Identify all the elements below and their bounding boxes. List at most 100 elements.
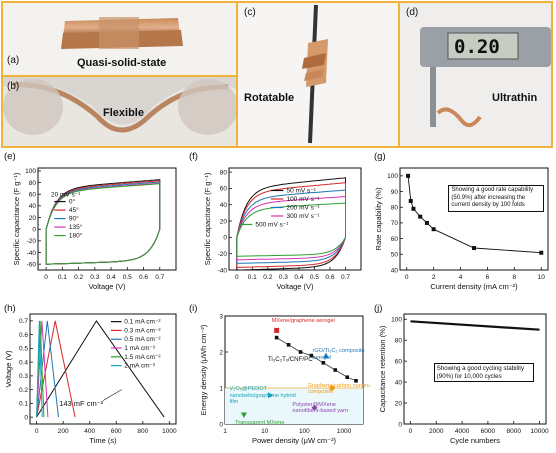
this-work-point [345,375,350,379]
photo-b: (b) Flexible [3,77,236,146]
y-tick-label: 60 [391,236,399,243]
x-tick-label: 1 [223,428,227,435]
ref-marker-5 [240,412,247,418]
legend-title: 20 mV s⁻¹ [51,192,81,199]
retention-line [410,320,540,331]
this-work-point [321,361,326,365]
y-tick-label: -40 [218,267,228,274]
x-tick-label: 0 [405,274,409,281]
y-tick-label: 0 [32,227,36,234]
x-tick-label: 100 [299,428,310,435]
plot-frame [399,167,549,271]
x-tick-label: 0.6 [139,274,148,281]
panel-label: (f) [189,151,198,162]
x-tick-label: 0.3 [90,274,99,281]
x-tick-label: 0.3 [279,274,288,281]
x-tick-label: 10 [538,274,546,281]
chart-j: 0 2000 4000 6000 8000 10000 0 20 40 60 80 100 Cycle … [370,300,556,453]
legend-entry-0: 0° [69,198,76,206]
x-tick-label: 10000 [531,428,549,435]
data-point [539,250,544,255]
ref-label-box-4: Polyster@MXene nanofibers-based yarn [292,402,348,414]
x-tick-label: 0 [44,274,48,281]
x-tick-label: 4000 [455,428,470,435]
x-tick-label: 400 [84,428,95,435]
y-tick-label: 0 [223,235,227,242]
chart-f-svg: 0 0.1 0.2 0.3 0.4 0.5 0.6 0.7 -40 -20 0 20 40 60 80 Vol… [189,151,362,291]
x-tick-label: 0.6 [325,274,334,281]
legend-entry-4: 180° [69,232,83,240]
flexible-device-image [3,77,236,135]
x-tick-label: 0 [235,274,239,281]
data-point [406,173,411,178]
y-tick-label: 100 [387,173,398,180]
x-tick-label: 0.5 [123,274,132,281]
ref-label-box-0: MXene/graphene aerogel [272,318,335,324]
y-tick-label: 20 [220,218,228,225]
chart-j-svg: 0 2000 4000 6000 8000 10000 0 20 40 60 80 100 Cycle … [374,303,549,445]
y-tick-label: 40 [220,202,228,209]
this-work-point [354,379,358,383]
x-tick-label: 2000 [429,428,444,435]
gcd-curve-5 [36,320,43,418]
y-tick-label: 0.7 [19,318,28,325]
panel-label-a: (a) [7,55,20,66]
rotatable-pen-image [302,4,328,144]
y-tick-label: 60 [395,358,403,365]
x-tick-label: 0.7 [155,274,164,281]
panel-label: (i) [189,303,197,314]
y-tick-label: 0 [398,421,402,428]
x-tick-label: 2 [432,274,436,281]
this-work-point [298,350,303,354]
photo-a: (a) Quasi-solid-state [3,3,236,75]
y-tick-label: 80 [29,180,37,187]
plot-frame [228,167,362,271]
annotation-leader [102,389,122,401]
x-tick-label: 6000 [481,428,496,435]
plot-frame [403,313,547,425]
ref-marker-4 [311,404,318,411]
caption-a: Quasi-solid-state [77,57,167,69]
ref-label-5: Transparent MXene [235,419,285,426]
panel-label: (j) [374,303,382,314]
x-axis-label: Voltage (V) [88,282,126,291]
plot-frame [37,167,177,271]
y-tick-label: -20 [218,251,228,258]
chart-h-svg: 0 200 400 600 800 1000 0 0.1 0.2 0.3 0.4 0.5 0.6 0.7 T… [4,303,177,445]
caption-b: Flexible [103,107,144,119]
x-tick-label: 600 [111,428,122,435]
annotation-box: Showing a good rate capability (50.9%) a… [448,185,545,212]
data-point [418,214,423,219]
x-tick-label: 0 [35,428,39,435]
legend-entry-3: 1 mA cm⁻² [124,345,156,352]
x-tick-label: 0 [409,428,413,435]
x-tick-label: 1000 [337,428,352,435]
x-tick-label: 8 [513,274,517,281]
data-point [431,227,436,232]
y-tick-label: 40 [391,267,399,274]
panel-label: (e) [4,151,16,162]
chart-e-svg: 0 0.1 0.2 0.3 0.4 0.5 0.6 0.7 -60 -40 -20 0 20 40 60 80… [4,151,177,291]
x-tick-label: 0.1 [58,274,67,281]
y-tick-label: 60 [220,186,228,193]
ref-label-box-1: rGO/Ti₃C₂ composite aerogel [312,348,364,360]
photo-frame [1,1,553,148]
ref-label-box-3: V₂O₅@PEDOT nanobelts/graphene hybrid fil… [230,386,296,405]
this-work-point [274,335,279,340]
y-tick-label: 0 [24,414,28,421]
x-tick-label: 6 [486,274,490,281]
y-tick-label: 40 [395,379,403,386]
y-axis-label: Voltage (V) [4,350,13,388]
plot-frame [29,313,177,425]
y-tick-label: 80 [395,337,403,344]
caliper-image [420,27,551,128]
legend-entry-1: 45° [69,206,79,214]
capacitance-annotation: 143 mF cm⁻² [59,399,103,408]
ref-marker-1 [322,352,329,359]
legend-entry-4: 500 mV s⁻¹ [255,221,289,228]
lower-region [225,388,363,424]
panel-label-b: (b) [7,81,20,92]
y-axis-label: Energy density (μWh cm⁻²) [199,324,208,415]
y-tick-label: 100 [25,168,36,175]
y-tick-label: 50 [391,252,399,259]
